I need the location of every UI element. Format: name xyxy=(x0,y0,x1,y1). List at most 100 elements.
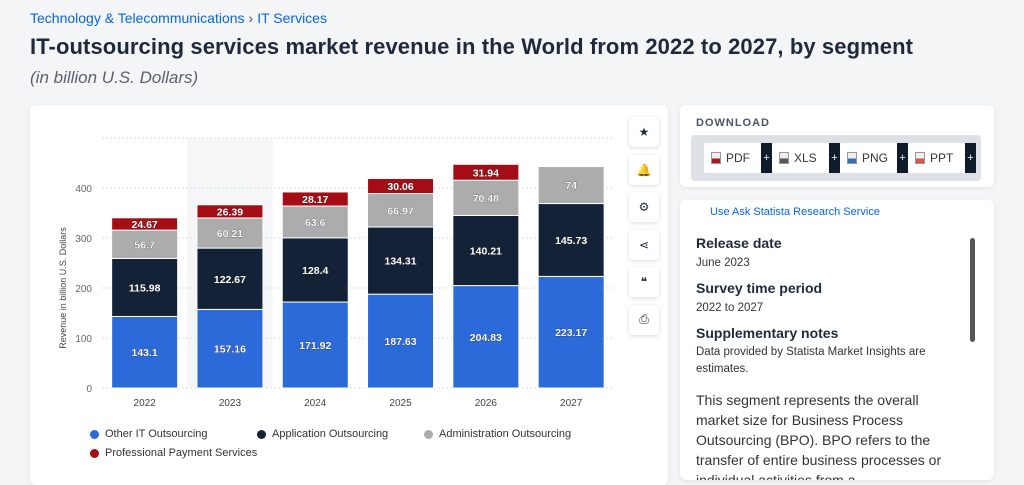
survey-period: 2022 to 2027 xyxy=(696,302,764,314)
bar-segment xyxy=(111,315,179,389)
y-tick-label: 300 xyxy=(75,234,92,245)
x-tick-label: 2027 xyxy=(560,398,583,409)
bar-segment xyxy=(281,237,349,303)
share-button[interactable]: ⋖ xyxy=(629,229,659,260)
x-tick-label: 2022 xyxy=(134,398,157,409)
research-service-link[interactable]: Use Ask Statista Research Service xyxy=(710,206,880,218)
y-axis-label: Revenue in billion U.S. Dollars xyxy=(58,227,68,349)
legend-item[interactable]: Administration Outsourcing xyxy=(424,428,571,440)
download-pdf-button[interactable]: PDF + xyxy=(704,143,772,173)
notes: Data provided by Statista Market Insight… xyxy=(696,346,926,375)
legend-label: Other IT Outsourcing xyxy=(105,428,208,440)
bar-segment xyxy=(537,275,605,389)
scrollbar[interactable] xyxy=(970,238,975,342)
quote-button[interactable]: ❝ xyxy=(629,267,659,297)
legend-label: Application Outsourcing xyxy=(272,428,389,440)
data-label: 134.31 xyxy=(384,256,416,268)
download-png-button[interactable]: PNG + xyxy=(840,143,908,173)
data-label: 204.83 xyxy=(470,332,502,344)
gear-icon: ⚙ xyxy=(638,200,650,214)
data-label: 70.48 xyxy=(473,193,499,205)
data-label: 31.94 xyxy=(473,167,499,179)
bar-segment xyxy=(196,308,264,389)
data-label: 122.67 xyxy=(214,274,246,286)
bar-segment xyxy=(367,193,435,228)
star-icon: ★ xyxy=(638,125,650,139)
bell-button[interactable]: 🔔 xyxy=(629,154,659,185)
print-button[interactable]: ⎙ xyxy=(629,304,659,335)
breadcrumb-link[interactable]: Technology & Telecommunications xyxy=(30,10,245,26)
quote-icon: ❝ xyxy=(640,275,648,289)
bar-segment xyxy=(452,214,520,287)
plus-icon[interactable]: + xyxy=(897,143,908,173)
data-label: 66.97 xyxy=(387,205,413,217)
info-panel: Use Ask Statista Research Service Releas… xyxy=(680,200,994,480)
data-label: 187.63 xyxy=(384,336,416,348)
file-icon xyxy=(779,152,789,164)
bar-segment xyxy=(111,229,179,259)
bar-segment xyxy=(281,191,349,207)
data-label: 63.6 xyxy=(305,217,326,229)
file-icon xyxy=(915,152,925,164)
chart-toolbar: ★ 🔔 ⚙ ⋖ ❝ ⎙ xyxy=(629,117,659,342)
legend-swatch-icon xyxy=(90,429,99,439)
data-label: 56.7 xyxy=(134,239,155,251)
data-label: 24.67 xyxy=(132,219,158,231)
data-label: 128.4 xyxy=(302,265,328,277)
bar-segment xyxy=(452,163,520,181)
bar-segment xyxy=(452,285,520,389)
legend-swatch-icon xyxy=(424,429,433,439)
breadcrumb-separator: › xyxy=(248,10,254,26)
data-label: 171.92 xyxy=(299,340,331,352)
plus-icon[interactable]: + xyxy=(761,143,772,173)
breadcrumb-link[interactable]: IT Services xyxy=(257,10,327,26)
bar-segment xyxy=(281,301,349,389)
data-label: 74 xyxy=(565,180,577,192)
plus-icon[interactable]: + xyxy=(965,143,976,173)
bar-segment xyxy=(196,204,264,219)
stacked-bar-chart: 0 100 200 300 400 Revenue in billion U.S. Dol… xyxy=(58,137,612,409)
data-label: 26.39 xyxy=(217,206,243,218)
download-title: DOWNLOAD xyxy=(696,117,770,129)
gear-button[interactable]: ⚙ xyxy=(629,192,659,222)
page-subtitle: (in billion U.S. Dollars) xyxy=(30,68,199,87)
y-tick-label: 400 xyxy=(75,184,92,195)
release-date: June 2023 xyxy=(696,257,750,269)
download-ppt-button[interactable]: PPT + xyxy=(908,143,976,173)
data-label: 28.17 xyxy=(302,194,328,206)
bar-segment xyxy=(196,247,264,310)
download-buttons: PDF + XLS + PNG + PPT + xyxy=(691,135,981,181)
data-label: 140.21 xyxy=(470,246,502,258)
page-title: IT-outsourcing services market revenue i… xyxy=(30,34,914,59)
download-label: XLS xyxy=(794,151,817,165)
download-xls-button[interactable]: XLS + xyxy=(772,143,840,173)
x-tick-label: 2023 xyxy=(219,398,242,409)
bar-segment xyxy=(367,178,435,195)
legend-swatch-icon xyxy=(257,429,266,439)
notes-label: Supplementary notes xyxy=(696,325,839,341)
share-icon: ⋖ xyxy=(638,237,650,252)
star-button[interactable]: ★ xyxy=(629,117,659,147)
plus-icon[interactable]: + xyxy=(829,143,840,173)
release-date-label: Release date xyxy=(696,235,782,251)
x-tick-label: 2026 xyxy=(475,398,498,409)
download-label: PNG xyxy=(862,151,889,165)
data-label: 30.06 xyxy=(387,181,413,193)
breadcrumb: Technology & Telecommunications › IT Servi… xyxy=(30,10,327,26)
print-icon: ⎙ xyxy=(639,312,649,326)
legend-item[interactable]: Application Outsourcing xyxy=(257,428,388,440)
download-label: PPT xyxy=(930,151,954,165)
description: This segment represents the overall mark… xyxy=(696,392,942,480)
bell-icon: 🔔 xyxy=(636,162,652,177)
survey-period-label: Survey time period xyxy=(696,280,823,296)
legend-item[interactable]: Other IT Outsourcing xyxy=(90,428,208,440)
y-tick-label: 0 xyxy=(86,384,92,395)
bar-segment xyxy=(111,257,179,317)
data-label: 223.17 xyxy=(555,327,587,339)
data-label: 143.1 xyxy=(132,347,158,359)
legend-label: Administration Outsourcing xyxy=(439,428,572,440)
legend-swatch-icon xyxy=(90,448,99,458)
x-tick-label: 2024 xyxy=(304,398,327,409)
y-tick-label: 200 xyxy=(75,284,92,295)
legend-item[interactable]: Professional Payment Services xyxy=(90,447,257,459)
